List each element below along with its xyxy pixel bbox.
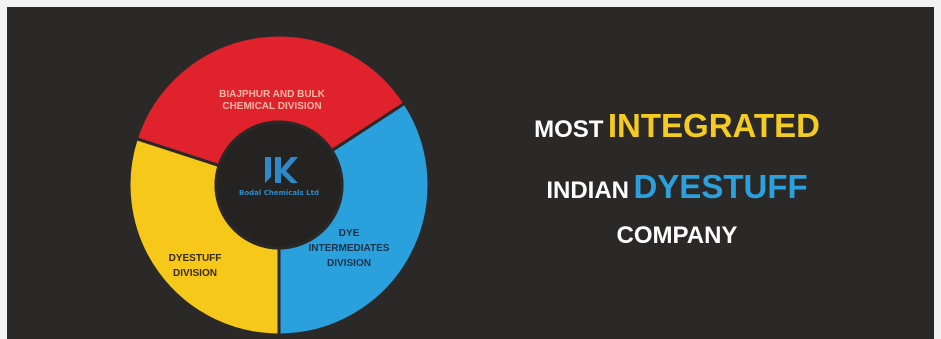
red-division-label: BIAJPHUR AND BULK CHEMICAL DIVISION: [219, 89, 326, 112]
blue-division-label-line: DYE: [339, 228, 360, 239]
banner-panel: BIAJPHUR AND BULK CHEMICAL DIVISION DYE INT…: [7, 7, 934, 339]
headline-most: MOST: [534, 116, 604, 143]
logo-company-name: Bodal Chemicals Ltd: [239, 189, 319, 197]
yellow-division-label: DYESTUFF DIVISION: [169, 253, 222, 279]
red-division-label-line: BIAJPHUR AND BULK: [219, 89, 326, 100]
company-logo: Bodal Chemicals Ltd: [239, 157, 319, 197]
center-hub: [214, 120, 344, 250]
headline-company: COMPANY: [616, 222, 738, 249]
blue-division-label-line: INTERMEDIATES: [309, 243, 390, 254]
division-wheel-diagram: BIAJPHUR AND BULK CHEMICAL DIVISION DYE INT…: [127, 33, 431, 337]
red-division-label-line: CHEMICAL DIVISION: [222, 101, 321, 112]
headline-line-2: INDIAN DYESTUFF: [477, 168, 877, 206]
headline-line-1: MOST INTEGRATED: [477, 107, 877, 145]
blue-division-label: DYE INTERMEDIATES DIVISION: [309, 228, 390, 269]
headline-dyestuff: DYESTUFF: [633, 168, 808, 205]
headline-integrated: INTEGRATED: [607, 107, 820, 144]
yellow-division-label-line: DIVISION: [173, 268, 217, 279]
headline-line-3: COMPANY: [477, 222, 877, 250]
logo-mark-icon: [265, 157, 298, 183]
headline-indian: INDIAN: [546, 177, 630, 204]
blue-division-label-line: DIVISION: [327, 258, 371, 269]
yellow-division-label-line: DYESTUFF: [169, 253, 222, 264]
